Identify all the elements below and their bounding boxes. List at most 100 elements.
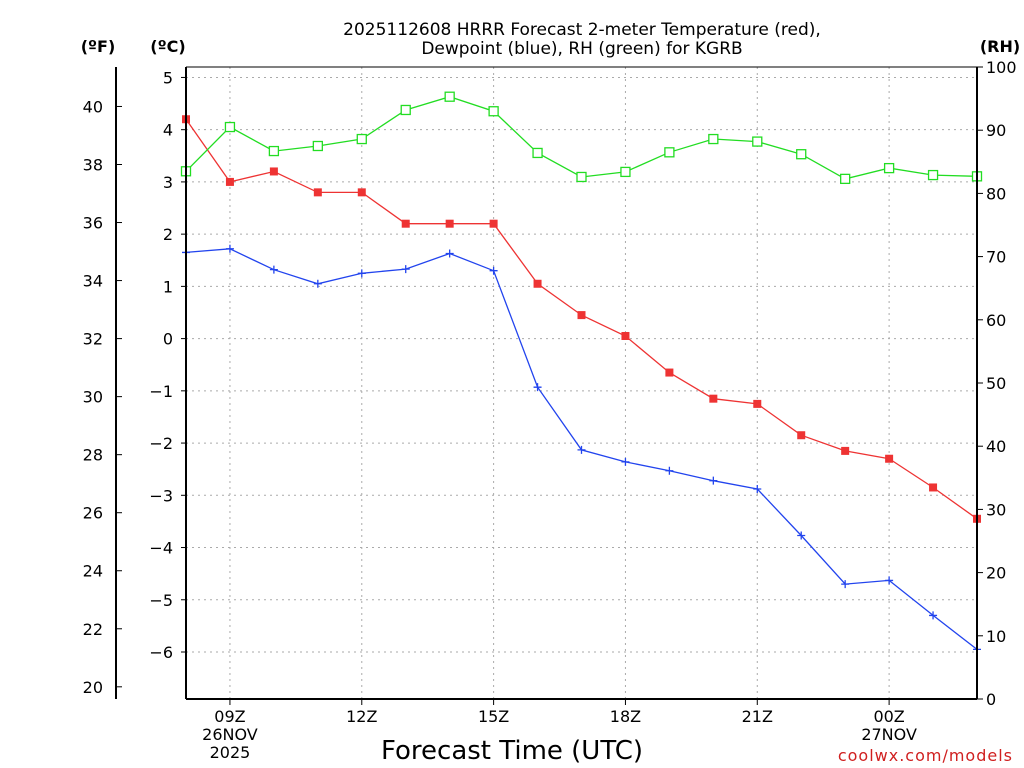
rh-point [752,136,763,147]
celsius-tick-label: 4 [163,121,173,140]
dewpoint-point [841,580,850,589]
rh-point [620,166,631,178]
rh-point [532,147,543,159]
temperature-point [665,368,674,377]
dewpoint-point [401,265,410,274]
temperature-point [401,219,410,228]
credit-text: coolwx.com/models [838,746,1013,765]
rh-point [444,91,455,102]
temperature-point [313,188,322,197]
dewpoint-point [357,269,366,278]
celsius-tick-label: −1 [149,382,173,401]
plot-frame [185,66,978,700]
fahrenheit-tick-label: 38 [83,155,103,174]
celsius-tick-label: 3 [163,173,173,192]
rh-point [708,133,719,145]
dewpoint-point [929,611,938,620]
x-tick-label: 15Z [478,707,509,726]
fahrenheit-tick-label: 26 [83,504,103,523]
chart-title-line-1: 2025112608 HRRR Forecast 2-meter Tempera… [343,20,821,40]
fahrenheit-unit-label: (ºF) [81,37,116,56]
dewpoint-point [885,576,894,585]
x-tick-label: 09Z [214,707,245,726]
celsius-tick-label: 5 [163,68,173,87]
rh-tick-label: 70 [986,248,1006,267]
celsius-tick-label: 0 [163,330,173,349]
rh-point [488,106,499,117]
rh-point [576,171,587,183]
rh-tick-label: 10 [986,627,1006,646]
dewpoint-point [269,265,278,274]
celsius-tick-label: 1 [163,277,173,296]
rh-point [796,149,807,160]
dewpoint-point [797,531,806,540]
fahrenheit-tick-label: 22 [83,620,103,639]
rh-tick-label: 60 [986,311,1006,330]
temperature-point [357,188,366,197]
chart-title-line-2: Dewpoint (blue), RH (green) for KGRB [421,39,742,59]
dewpoint-point [665,466,674,475]
celsius-tick-label: −2 [149,434,173,453]
celsius-tick-label: −6 [149,643,173,662]
dewpoint-point [709,476,718,485]
rh-point [312,140,323,152]
celsius-tick-label: −3 [149,486,173,505]
dewpoint-point [313,279,322,288]
temperature-point [709,394,718,403]
grid-lines [186,67,977,699]
rh-line [185,96,978,180]
dewpoint-point [577,445,586,454]
temperature-point [929,483,938,492]
fahrenheit-tick-label: 24 [83,562,103,581]
axes-group: 543210−1−2−3−4−5−64038363432302826242220… [83,58,1017,762]
x-tick-label: 18Z [610,707,641,726]
x-tick-label: 00Z [873,707,904,726]
temperature-point [225,177,234,186]
temperature-point [445,219,454,228]
dewpoint-point [445,249,454,258]
x-tick-label: 12Z [346,707,377,726]
fahrenheit-tick-label: 34 [83,272,103,291]
x-tick-label: 21Z [742,707,773,726]
celsius-tick-label: −4 [149,539,173,558]
x-tick-label: 27NOV [861,725,917,744]
x-axis-label: Forecast Time (UTC) [381,736,643,766]
rh-unit-label: (RH) [980,37,1020,56]
fahrenheit-tick-label: 32 [83,330,103,349]
rh-point [268,145,280,157]
fahrenheit-tick-label: 40 [83,97,103,116]
temperature-point [577,311,586,320]
celsius-unit-label: (ºC) [150,37,185,56]
x-tick-label: 26NOV [202,725,258,744]
rh-point [883,162,895,174]
rh-point [224,121,236,133]
fahrenheit-tick-label: 30 [83,388,103,407]
temperature-point [841,446,850,455]
series-group [180,91,983,654]
fahrenheit-tick-label: 28 [83,446,103,465]
dewpoint-point [225,244,234,253]
rh-tick-label: 30 [986,500,1006,519]
celsius-tick-label: −5 [149,591,173,610]
rh-tick-label: 90 [986,121,1006,140]
temperature-point [797,431,806,440]
dewpoint-point [489,266,498,275]
temperature-point [621,331,630,340]
celsius-tick-label: 2 [163,225,173,244]
temperature-point [489,219,498,228]
temperature-point [269,167,278,176]
rh-tick-label: 0 [986,690,996,709]
rh-point [840,173,851,185]
rh-tick-label: 100 [986,58,1017,77]
x-tick-label: 2025 [210,743,251,762]
fahrenheit-tick-label: 20 [83,678,103,697]
rh-tick-label: 50 [986,374,1006,393]
dewpoint-point [621,457,630,466]
temperature-point [533,279,542,288]
rh-point [927,169,939,181]
dewpoint-point [753,485,762,494]
rh-tick-label: 40 [986,437,1006,456]
rh-point [400,104,411,116]
temperature-point [885,454,894,463]
